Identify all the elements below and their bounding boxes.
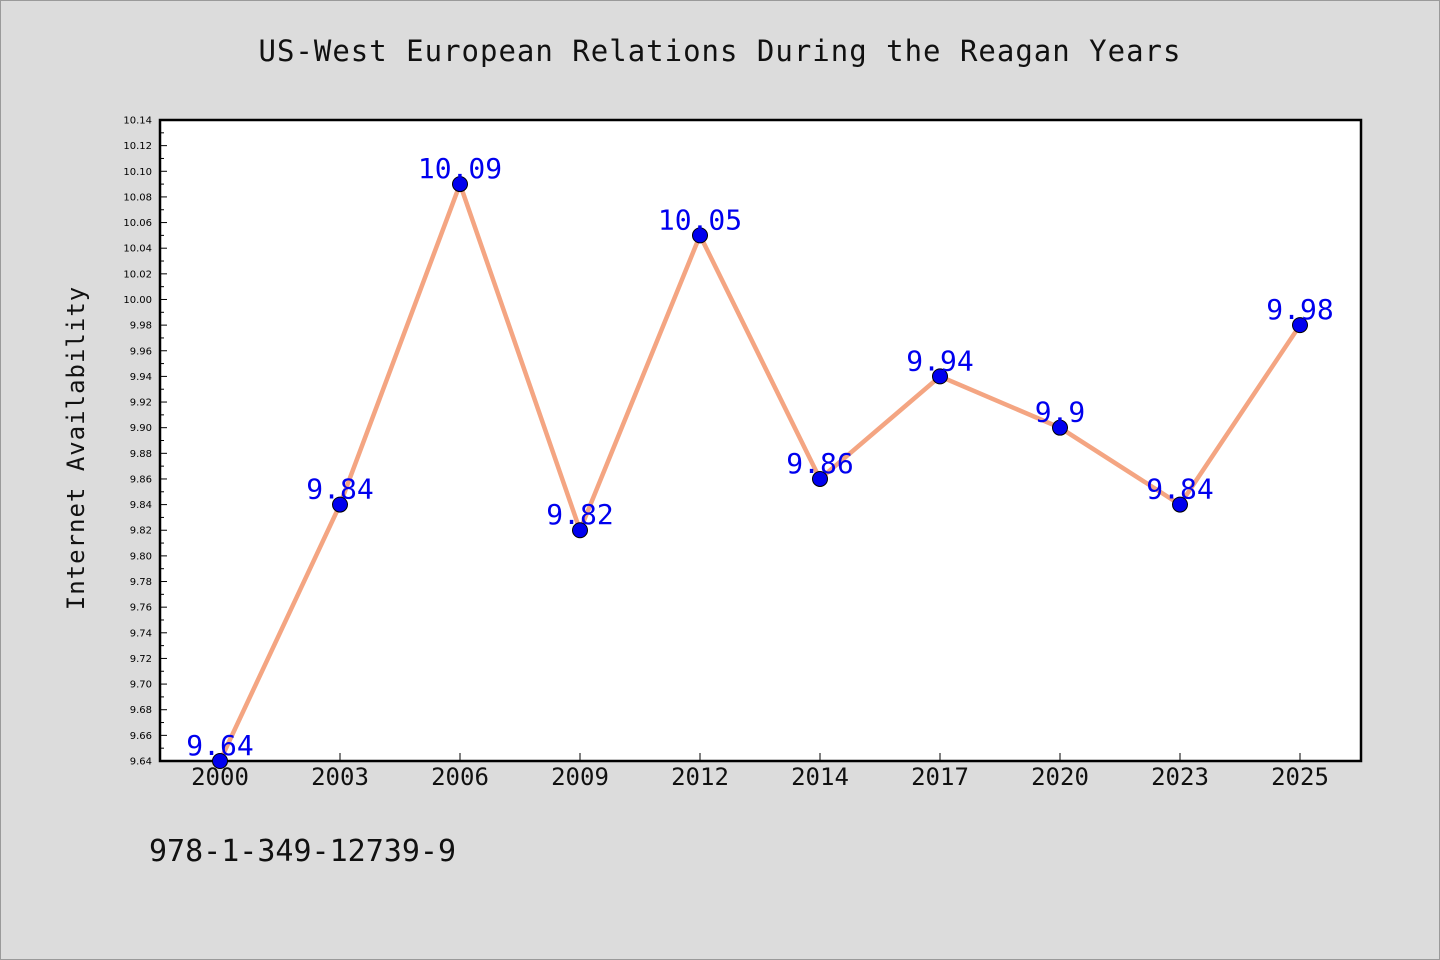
data-point	[452, 176, 468, 193]
data-label: 9.84	[1146, 473, 1213, 506]
y-tick-label: 9.80	[130, 551, 152, 562]
x-tick-label: 2003	[311, 763, 369, 791]
data-labels: 9.64 9.84 10.09 9.82 10.05 9.86 9.94 9.9 9.84 9.9…	[186, 152, 1333, 762]
markers	[212, 176, 1308, 769]
y-tick-label: 10.06	[123, 218, 152, 229]
y-tick-label: 9.70	[130, 680, 152, 691]
y-tick-label: 10.00	[123, 295, 152, 306]
y-tick-label: 9.84	[130, 500, 152, 511]
data-point	[1052, 419, 1068, 436]
y-tick-label: 10.04	[123, 244, 152, 255]
y-tick-label: 10.02	[123, 269, 152, 280]
series-line	[217, 181, 1302, 762]
y-tick-label: 9.76	[130, 603, 152, 614]
data-point	[212, 753, 228, 769]
data-point	[692, 227, 708, 244]
data-point	[332, 496, 348, 513]
y-tick-label: 9.94	[130, 372, 152, 383]
y-tick-label: 9.86	[130, 474, 152, 485]
x-tick-label: 2023	[1151, 763, 1209, 791]
y-tick-label: 9.66	[130, 731, 152, 742]
y-axis: 9.64 9.66 9.68 9.70 9.72 9.74 9.76 9.78 9.80 9.82…	[123, 116, 167, 768]
data-point	[1292, 317, 1308, 334]
x-tick-label: 2014	[791, 763, 849, 791]
data-point	[932, 368, 948, 385]
x-tick-label: 2009	[551, 763, 609, 791]
data-label: 9.9	[1035, 396, 1086, 429]
y-tick-label: 9.72	[130, 654, 152, 665]
data-point	[572, 522, 588, 539]
y-tick-label: 9.96	[130, 346, 152, 357]
x-tick-label: 2020	[1031, 763, 1089, 791]
data-label: 10.09	[418, 152, 502, 185]
x-tick-label: 2025	[1271, 763, 1329, 791]
data-label: 9.84	[306, 473, 373, 506]
y-tick-label: 10.08	[123, 192, 152, 203]
x-axis: 2000 2003 2006 2009 2012 2014 2017 2020 2023 2025	[191, 753, 1329, 791]
isbn-text: 978-1-349-12739-9	[149, 834, 457, 869]
y-tick-label: 9.90	[130, 423, 152, 434]
data-label: 9.98	[1266, 293, 1333, 326]
y-tick-label: 10.10	[123, 167, 152, 178]
data-label: 9.86	[786, 447, 853, 480]
y-tick-label: 9.64	[130, 757, 152, 768]
y-tick-label: 10.14	[123, 116, 152, 127]
data-label: 9.94	[906, 344, 973, 377]
series-polyline	[217, 181, 1302, 762]
chart-title: US-West European Relations During the Re…	[258, 34, 1182, 68]
y-tick-label: 10.12	[123, 141, 152, 152]
data-label: 9.82	[546, 498, 613, 531]
y-tick-label: 9.88	[130, 449, 152, 460]
y-tick-label: 9.98	[130, 321, 152, 332]
x-tick-label: 2017	[911, 763, 969, 791]
y-tick-label: 9.82	[130, 526, 152, 537]
plot-area	[158, 118, 1363, 763]
data-point	[812, 470, 828, 487]
data-label: 10.05	[658, 203, 742, 236]
y-tick-label: 9.74	[130, 628, 152, 639]
y-tick-label: 9.78	[130, 577, 152, 588]
x-tick-label: 2012	[671, 763, 729, 791]
y-axis-label: Internet Availability	[62, 286, 90, 610]
x-tick-label: 2006	[431, 763, 489, 791]
y-tick-label: 9.92	[130, 398, 152, 409]
data-label: 9.64	[186, 729, 253, 762]
y-tick-label: 9.68	[130, 705, 152, 716]
data-point	[1172, 496, 1188, 513]
